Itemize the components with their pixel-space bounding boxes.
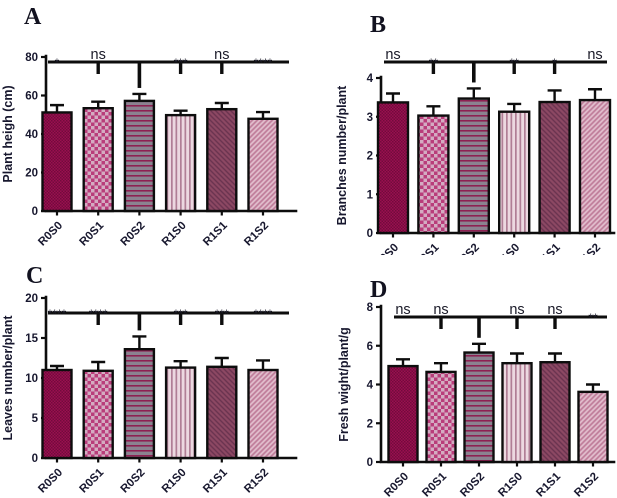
svg-text:**: ** (588, 311, 598, 325)
svg-text:Leaves number/plant: Leaves number/plant (1, 315, 15, 441)
svg-text:2: 2 (367, 151, 373, 163)
svg-text:ns: ns (385, 47, 400, 63)
svg-text:Branches number/plant: Branches number/plant (335, 85, 349, 225)
svg-text:***: *** (215, 307, 229, 321)
chart-C: 0 5 10 15 20 Leaves number/plant R0S0 R0S1 R0S2 R… (1, 293, 298, 496)
chart-B: 0 1 2 3 4 Branches number/plant R0S0 R0S1 R0S2 R1… (335, 47, 616, 255)
panel-B-letter: B (370, 12, 387, 38)
svg-text:R1S1: R1S1 (201, 466, 230, 495)
svg-text:40: 40 (25, 129, 38, 141)
svg-text:R0S2: R0S2 (119, 467, 148, 496)
svg-text:R0S2: R0S2 (458, 471, 487, 498)
svg-text:**: ** (429, 56, 439, 70)
svg-text:ns: ns (587, 47, 602, 63)
svg-text:ns: ns (395, 302, 410, 318)
svg-text:0: 0 (32, 453, 38, 465)
svg-text:R0S2: R0S2 (119, 220, 148, 249)
svg-text:ns: ns (214, 47, 229, 63)
svg-text:ns: ns (91, 47, 106, 63)
svg-text:R0S0: R0S0 (36, 220, 65, 249)
svg-text:R0S1: R0S1 (77, 219, 106, 248)
svg-text:R0S0: R0S0 (372, 242, 401, 255)
panel-A: A 0 20 40 60 80 Plant heigh (cm) R0S0 R0S1 R0S2 R… (0, 0, 308, 255)
panel-D: D 0 2 4 6 8 Fresh wight/plant/g R0S0 R0S1 R0S2 R1… (308, 255, 617, 498)
svg-text:**: ** (510, 56, 520, 70)
svg-text:0: 0 (367, 228, 373, 240)
panel-B: B 0 1 2 3 4 Branches number/plant R0S0 R0S1 R0S2… (308, 0, 617, 255)
svg-text:R0S1: R0S1 (420, 470, 449, 498)
svg-text:Plant heigh (cm): Plant heigh (cm) (1, 85, 15, 182)
svg-text:20: 20 (25, 293, 38, 305)
svg-text:R1S0: R1S0 (496, 471, 525, 498)
svg-text:R1S1: R1S1 (534, 241, 563, 255)
svg-text:R1S0: R1S0 (160, 220, 189, 249)
svg-text:***: *** (174, 307, 188, 321)
svg-text:R1S0: R1S0 (493, 242, 522, 255)
svg-text:ns: ns (509, 302, 524, 318)
chart-A: 0 20 40 60 80 Plant heigh (cm) R0S0 R0S1 R0S2 R1S… (1, 47, 298, 249)
svg-text:R0S1: R0S1 (413, 241, 442, 255)
svg-text:3: 3 (367, 112, 373, 124)
svg-text:R1S2: R1S2 (572, 471, 601, 498)
svg-text:*: * (552, 56, 557, 70)
panel-C: C 0 5 10 15 20 Leaves number/plant R0S0 R0S1 R0S… (0, 255, 308, 498)
svg-text:ns: ns (547, 302, 562, 318)
svg-text:10: 10 (25, 373, 38, 385)
chart-D: 0 2 4 6 8 Fresh wight/plant/g R0S0 R0S1 R0S2 R1S0… (337, 302, 616, 498)
svg-text:4: 4 (367, 380, 374, 392)
svg-text:****: **** (254, 307, 273, 321)
svg-text:R0S0: R0S0 (36, 467, 65, 496)
svg-text:R0S1: R0S1 (77, 466, 106, 495)
svg-text:****: **** (48, 307, 67, 321)
svg-text:****: **** (254, 56, 273, 70)
panel-D-letter: D (370, 277, 388, 303)
svg-text:5: 5 (32, 413, 39, 425)
svg-text:R1S1: R1S1 (201, 219, 230, 248)
panel-A-letter: A (24, 4, 42, 30)
svg-text:0: 0 (367, 457, 373, 469)
svg-text:R1S1: R1S1 (534, 470, 563, 498)
svg-text:R1S2: R1S2 (242, 467, 271, 496)
svg-text:2: 2 (367, 418, 373, 430)
svg-text:0: 0 (32, 206, 38, 218)
svg-text:60: 60 (25, 91, 38, 103)
svg-text:8: 8 (367, 302, 374, 314)
svg-text:ns: ns (433, 302, 448, 318)
svg-text:***: *** (174, 56, 188, 70)
svg-text:R1S0: R1S0 (160, 467, 189, 496)
svg-text:R0S2: R0S2 (453, 242, 482, 255)
svg-text:R1S2: R1S2 (574, 242, 603, 255)
svg-text:15: 15 (25, 333, 38, 345)
svg-text:*: * (55, 56, 60, 70)
svg-text:4: 4 (367, 73, 374, 85)
svg-text:6: 6 (367, 341, 373, 353)
svg-text:****: **** (89, 307, 108, 321)
panel-C-letter: C (26, 263, 44, 289)
svg-text:R1S2: R1S2 (242, 220, 271, 249)
svg-text:Fresh wight/plant/g: Fresh wight/plant/g (337, 327, 351, 442)
svg-text:R0S0: R0S0 (382, 471, 411, 498)
svg-text:20: 20 (25, 168, 38, 180)
svg-text:1: 1 (367, 189, 374, 201)
svg-text:80: 80 (25, 52, 38, 64)
